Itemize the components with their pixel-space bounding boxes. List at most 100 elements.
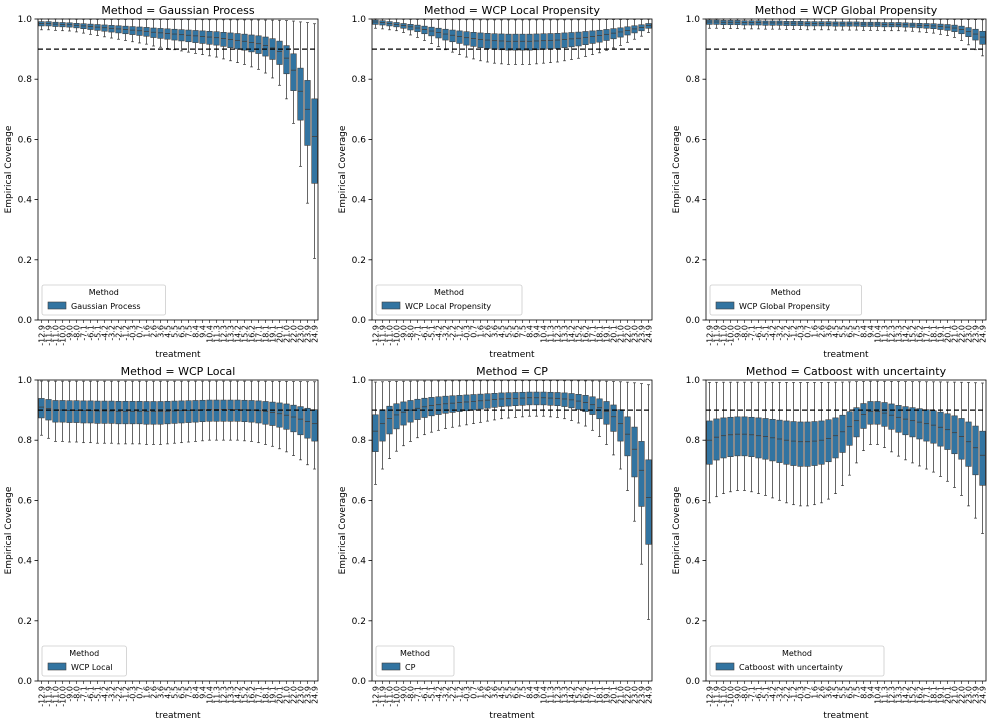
- box-19.1: [937, 18, 944, 35]
- legend-swatch: [47, 662, 67, 671]
- x-tick-label: 24.9: [645, 325, 654, 343]
- x-tick-label: -11.9: [713, 325, 722, 346]
- box-0.7: [136, 380, 143, 445]
- x-tick-label: 18.1: [262, 325, 271, 343]
- y-tick-label: 0.0: [18, 316, 33, 326]
- box-23.9: [638, 383, 645, 565]
- x-tick-label: 16.2: [582, 325, 591, 343]
- axes-frame: [37, 18, 319, 321]
- box-3.6: [157, 19, 164, 48]
- y-tick-label: 0.0: [18, 677, 33, 687]
- box--0.3: [463, 19, 470, 58]
- box--3.2: [776, 381, 783, 501]
- x-tick-label: 8.4: [192, 325, 201, 338]
- x-tick-label: 10.4: [206, 686, 215, 704]
- x-axis-label: treatment: [489, 350, 535, 360]
- x-tick-label: -10.0: [59, 325, 68, 346]
- x-tick-label: -11.9: [45, 325, 54, 346]
- legend: Method Gaussian Process: [41, 284, 166, 316]
- box-11.3: [213, 19, 220, 58]
- box-16.2: [916, 381, 923, 467]
- box--6.1: [755, 381, 762, 494]
- box-22.0: [958, 381, 965, 496]
- box-23.9: [972, 382, 979, 519]
- x-tick-label: 9.4: [867, 325, 876, 338]
- box--3.2: [108, 380, 115, 444]
- box-1.6: [477, 380, 484, 423]
- box--5.1: [428, 380, 435, 433]
- x-tick-label: 14.2: [902, 686, 911, 704]
- x-tick-label: 15.2: [575, 686, 584, 704]
- box-10.4: [206, 19, 213, 57]
- box-18.1: [596, 19, 603, 54]
- box--11.9: [379, 18, 386, 30]
- x-tick-label: 3.6: [491, 686, 500, 699]
- box-20.1: [610, 381, 617, 456]
- x-tick-label: 20.1: [610, 686, 619, 704]
- axes-frame: [371, 379, 653, 682]
- y-tick-label: 0.8: [686, 436, 701, 446]
- box--7.1: [414, 380, 421, 439]
- box-4.5: [832, 18, 839, 31]
- box-3.6: [491, 19, 498, 64]
- x-tick-label: 0.7: [470, 325, 479, 338]
- legend-swatch: [715, 662, 735, 671]
- x-tick-label: -3.2: [442, 325, 451, 341]
- x-tick-label: 18.1: [596, 686, 605, 704]
- x-tick-label: 19.1: [603, 325, 612, 343]
- legend-swatch: [381, 301, 401, 310]
- x-tick-label: -11.0: [52, 325, 61, 346]
- x-tick-label: 13.3: [227, 686, 236, 704]
- box-6.5: [178, 380, 185, 444]
- box-16.2: [582, 380, 589, 427]
- box--11.0: [720, 18, 727, 29]
- box-13.3: [561, 380, 568, 420]
- x-tick-label: 22.0: [290, 325, 299, 343]
- y-tick-label: 1.0: [352, 376, 367, 386]
- x-tick-label: 0.7: [136, 686, 145, 699]
- x-tick-label: 2.6: [484, 686, 493, 699]
- x-axis-label: treatment: [823, 711, 869, 721]
- x-tick-label: 3.6: [491, 325, 500, 338]
- x-tick-label: 1.6: [477, 686, 486, 699]
- x-tick-label: -12.9: [372, 686, 381, 707]
- box-22.0: [290, 20, 297, 124]
- box-9.4: [533, 19, 540, 65]
- x-tick-label: 22.0: [958, 325, 967, 343]
- box-21.0: [617, 19, 624, 46]
- box--1.2: [456, 380, 463, 427]
- x-tick-label: -10.0: [727, 325, 736, 346]
- subplot-title: Method = Gaussian Process: [101, 4, 254, 17]
- legend-title: Method: [434, 288, 464, 297]
- x-tick-label: -4.2: [435, 686, 444, 702]
- x-tick-label: -11.9: [45, 686, 54, 707]
- x-tick-label: 23.0: [631, 325, 640, 343]
- x-tick-label: -2.2: [449, 325, 458, 341]
- x-tick-label: 2.6: [484, 325, 493, 338]
- box-13.3: [895, 381, 902, 457]
- box-14.2: [568, 380, 575, 421]
- x-tick-label: 12.3: [554, 686, 563, 704]
- x-tick-label: -12.9: [372, 325, 381, 346]
- x-tick-label: 6.5: [178, 686, 187, 699]
- y-tick-label: 0.4: [686, 196, 701, 206]
- x-tick-label: 7.5: [853, 325, 862, 338]
- x-tick-label: 8.4: [526, 686, 535, 699]
- x-tick-label: -7.1: [748, 325, 757, 341]
- x-tick-label: 16.2: [248, 686, 257, 704]
- x-tick-label: 24.9: [311, 325, 320, 343]
- box--1.2: [122, 19, 129, 41]
- box--9.0: [400, 380, 407, 447]
- box--0.3: [797, 18, 804, 30]
- box-19.1: [603, 380, 610, 445]
- box-1.6: [143, 19, 150, 45]
- y-tick-label: 0.4: [18, 557, 33, 567]
- x-tick-label: -5.1: [428, 325, 437, 341]
- x-tick-label: 4.5: [832, 325, 841, 338]
- y-axis-label: Empirical Coverage: [4, 486, 14, 574]
- x-tick-label: 16.2: [916, 686, 925, 704]
- y-tick-label: 0.0: [352, 316, 367, 326]
- box-16.2: [916, 18, 923, 33]
- x-tick-label: -6.1: [421, 325, 430, 341]
- box-0.7: [804, 18, 811, 31]
